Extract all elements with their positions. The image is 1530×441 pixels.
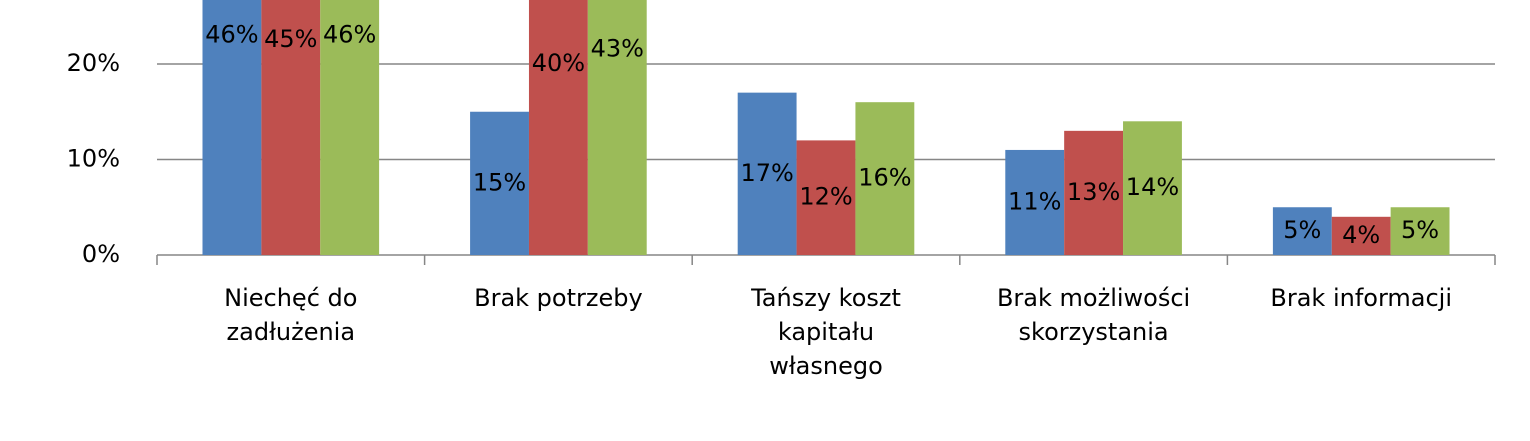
data-label: 16% [858, 164, 911, 192]
bar [1005, 149, 1065, 255]
bar [1272, 207, 1332, 255]
bar [320, 0, 380, 255]
x-tick-label: Tańszy koszt kapitału własnego [750, 284, 901, 380]
y-tick-label: 10% [67, 144, 120, 172]
data-label: 40% [532, 49, 585, 77]
x-tick-label: Brak możliwości skorzystania [997, 284, 1190, 346]
data-label: 5% [1401, 216, 1439, 244]
data-label: 46% [205, 20, 258, 48]
bar [261, 0, 321, 255]
data-label: 14% [1126, 173, 1179, 201]
x-tick-label: Brak potrzeby [474, 284, 643, 312]
data-label: 11% [1008, 187, 1061, 215]
bar [1123, 121, 1182, 255]
x-tick-label: Brak informacji [1270, 284, 1452, 312]
data-label: 43% [591, 35, 644, 63]
bar [587, 0, 647, 255]
data-label: 15% [473, 168, 526, 196]
x-tick-label: Niechęć do zadłużenia [224, 284, 357, 346]
data-label: 4% [1342, 221, 1380, 249]
data-label: 45% [264, 25, 317, 53]
data-label: 12% [799, 183, 852, 211]
data-label: 17% [740, 159, 793, 187]
labels: 0% 10% 20% Niechęć do zadłużenia 46% 45% 46% Bra… [67, 20, 1452, 380]
data-label: 5% [1283, 216, 1321, 244]
y-tick-label: 20% [67, 49, 120, 77]
bar [737, 92, 797, 256]
bar [1064, 130, 1124, 255]
bar [202, 0, 262, 255]
y-tick-label: 0% [82, 240, 120, 268]
bars [202, 0, 1450, 256]
bar [470, 111, 529, 255]
bar [1390, 207, 1450, 255]
bar [796, 140, 856, 255]
data-label: 13% [1067, 178, 1120, 206]
bar [855, 102, 915, 255]
bar [528, 0, 588, 255]
data-label: 46% [323, 20, 376, 48]
bar [1331, 216, 1391, 255]
